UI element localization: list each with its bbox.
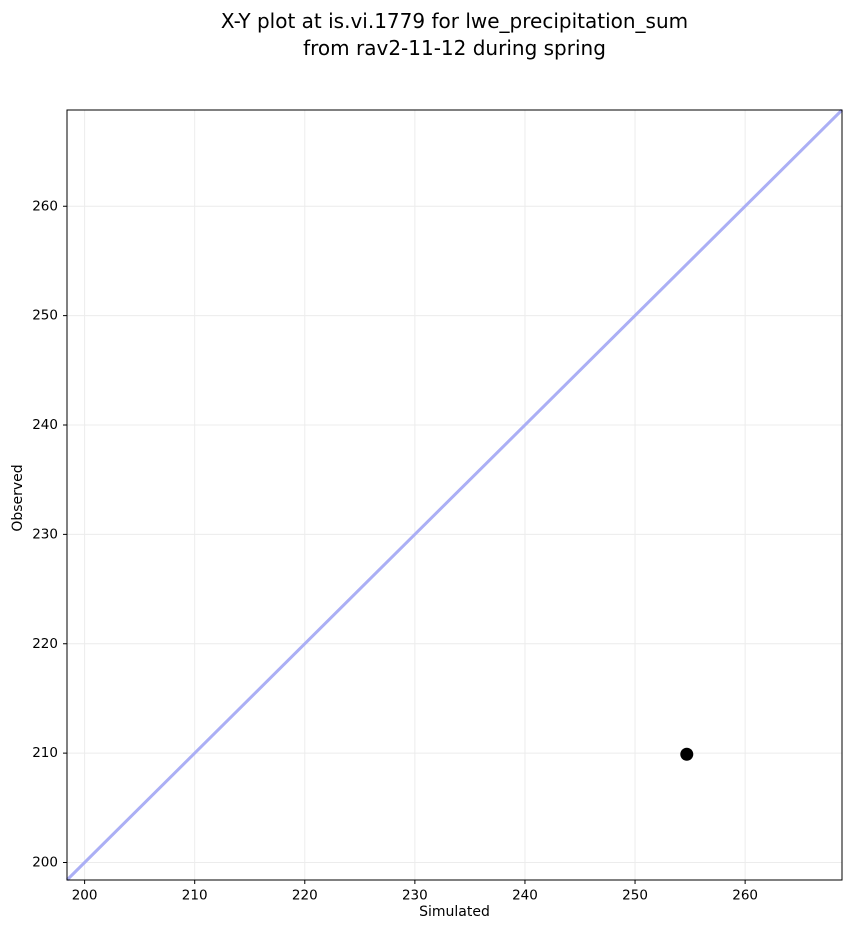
x-tick-label: 240 [512, 888, 538, 904]
x-axis-label: Simulated [419, 904, 490, 920]
x-tick-label: 220 [292, 888, 318, 904]
x-tick-label: 230 [402, 888, 428, 904]
chart-title-line-2: from rav2-11-12 during spring [303, 36, 606, 60]
chart-title: X-Y plot at is.vi.1779 for lwe_precipita… [67, 8, 842, 62]
y-axis-label: Observed [10, 464, 26, 532]
x-tick-label: 250 [622, 888, 648, 904]
x-tick-label: 260 [732, 888, 758, 904]
x-tick-label: 200 [72, 888, 98, 904]
y-tick-label: 240 [32, 417, 58, 433]
y-tick-label: 210 [32, 745, 58, 761]
y-tick-label: 220 [32, 636, 58, 652]
plot-border [66, 109, 843, 881]
chart-title-line-1: X-Y plot at is.vi.1779 for lwe_precipita… [220, 9, 689, 33]
y-tick-label: 230 [32, 526, 58, 542]
identity-line [65, 108, 844, 882]
y-tick-label: 200 [32, 855, 58, 871]
x-tick-label: 210 [182, 888, 208, 904]
y-tick-label: 250 [32, 308, 58, 324]
data-point [680, 747, 694, 761]
y-tick-label: 260 [32, 198, 58, 214]
